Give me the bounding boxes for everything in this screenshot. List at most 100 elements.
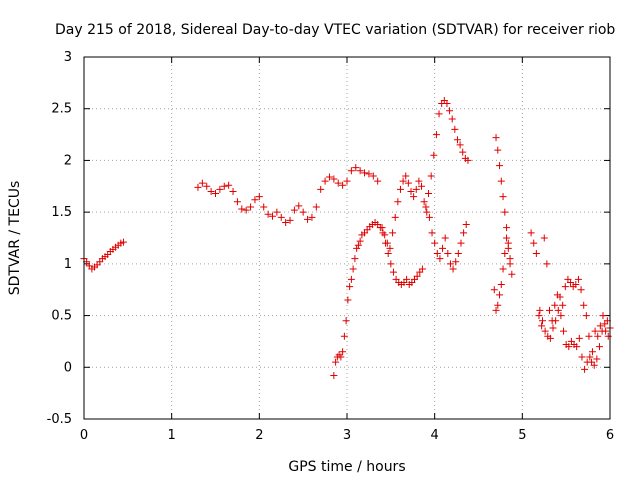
data-point: [496, 291, 504, 299]
data-point: [343, 177, 351, 185]
data-point: [441, 234, 449, 242]
data-point: [337, 353, 345, 361]
series-s3: [330, 218, 426, 380]
series-s9: [536, 306, 612, 373]
series-s7: [490, 234, 514, 314]
data-point: [425, 213, 433, 221]
data-point: [543, 260, 551, 268]
data-point: [415, 177, 423, 185]
data-point: [580, 301, 588, 309]
data-point: [339, 348, 347, 356]
data-point: [277, 213, 285, 221]
data-point: [594, 332, 602, 340]
series-s2: [194, 164, 382, 226]
data-point: [399, 177, 407, 185]
data-point: [551, 301, 559, 309]
data-point: [383, 239, 391, 247]
data-point: [599, 312, 607, 320]
data-point: [586, 353, 594, 361]
y-tick-label: 1.5: [51, 205, 72, 220]
data-point: [496, 162, 504, 170]
data-point: [428, 229, 436, 237]
data-point: [242, 206, 250, 214]
data-point: [452, 258, 460, 266]
data-point: [346, 283, 354, 291]
data-point: [251, 196, 259, 204]
data-point: [588, 348, 596, 356]
data-point: [119, 238, 127, 246]
data-point: [497, 177, 505, 185]
data-point: [299, 208, 307, 216]
data-point: [317, 185, 325, 193]
data-point: [443, 100, 451, 108]
data-point: [347, 275, 355, 283]
data-point: [386, 244, 394, 252]
chart-title: Day 215 of 2018, Sidereal Day-to-day VTE…: [55, 22, 615, 38]
data-point: [347, 167, 355, 175]
data-point: [273, 208, 281, 216]
data-point: [312, 203, 320, 211]
data-point: [396, 185, 404, 193]
data-point: [391, 213, 399, 221]
data-point: [506, 260, 514, 268]
data-point: [198, 179, 206, 187]
data-point: [212, 190, 219, 198]
data-point: [561, 283, 569, 291]
grid-lines: [84, 57, 610, 419]
data-point: [308, 213, 316, 221]
data-point: [384, 250, 392, 258]
data-point: [602, 327, 610, 335]
data-point: [435, 110, 443, 118]
series-s4: [378, 172, 470, 273]
data-point: [454, 250, 462, 258]
data-point: [433, 250, 441, 258]
data-point: [203, 182, 211, 190]
data-point: [446, 260, 454, 268]
data-point: [321, 177, 329, 185]
data-point: [225, 181, 233, 189]
plot-frame: [83, 56, 611, 420]
data-point: [453, 136, 461, 144]
x-tick-label: 6: [606, 428, 614, 443]
data-point: [448, 115, 456, 123]
data-point: [286, 216, 294, 224]
data-point: [577, 286, 585, 294]
data-point: [451, 125, 459, 133]
data-point: [334, 179, 342, 187]
data-point: [581, 365, 589, 373]
data-point: [410, 193, 418, 201]
data-point: [381, 231, 389, 239]
data-point: [422, 203, 430, 211]
data-point: [255, 193, 263, 201]
data-point: [559, 301, 567, 309]
data-point: [595, 343, 603, 351]
data-point: [412, 185, 420, 193]
data-point: [530, 239, 538, 247]
data-point: [457, 239, 465, 247]
data-point: [538, 322, 546, 330]
data-point: [340, 332, 348, 340]
data-point: [332, 358, 340, 366]
data-point: [574, 275, 582, 283]
data-point: [207, 187, 215, 195]
data-point: [389, 229, 397, 237]
data-point: [260, 203, 268, 211]
data-point: [304, 215, 312, 223]
data-point: [557, 312, 565, 320]
data-point: [369, 172, 377, 180]
data-point: [449, 265, 457, 273]
data-point: [290, 206, 298, 214]
data-point: [423, 208, 431, 216]
data-point: [394, 198, 402, 206]
data-point: [374, 177, 382, 185]
data-point: [501, 250, 509, 258]
data-point: [503, 224, 511, 232]
data-point: [552, 317, 560, 325]
data-point: [339, 181, 347, 189]
data-point: [430, 151, 438, 159]
y-axis-label: SDTVAR / TECUs: [7, 181, 23, 296]
y-tick-label: 0.5: [51, 309, 72, 324]
series-s5: [422, 96, 472, 211]
data-point: [565, 343, 573, 351]
